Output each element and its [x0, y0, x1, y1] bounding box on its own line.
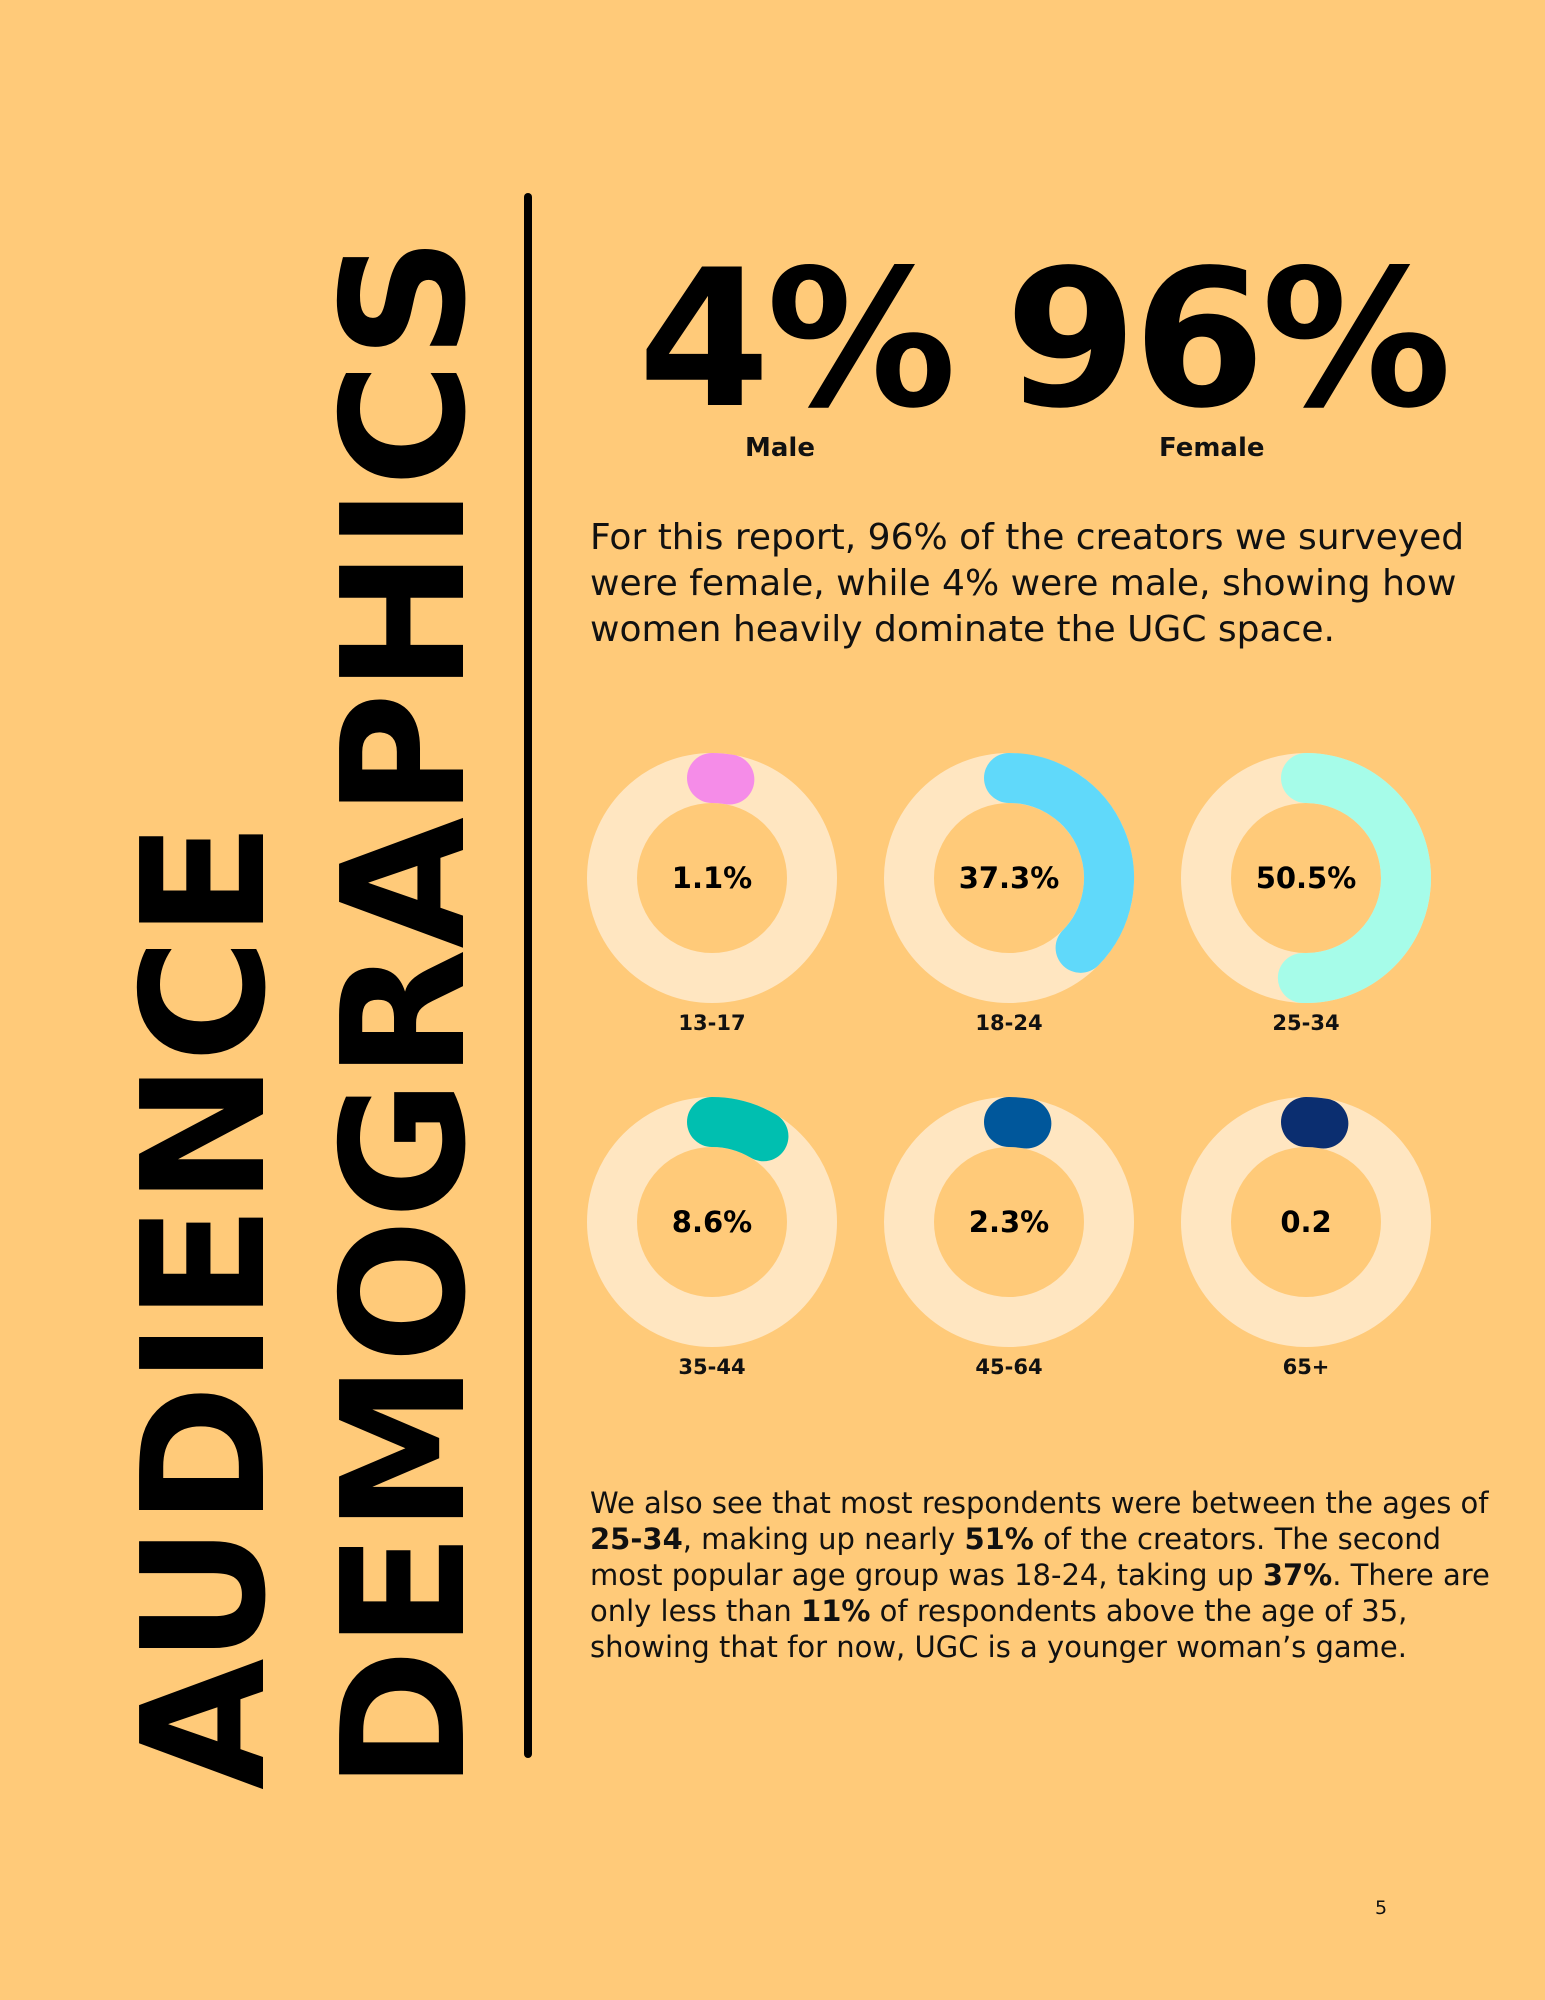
donut-value-label: 1.1% — [672, 861, 752, 895]
donut-value-arc — [687, 753, 755, 805]
donut-value-arc — [1281, 1097, 1349, 1149]
age-paragraph-text: of respondents above the age of 35, show… — [590, 1594, 1408, 1664]
donut-category-label: 18-24 — [975, 1011, 1042, 1035]
age-paragraph-text: , making up nearly — [682, 1522, 965, 1556]
age-paragraph-highlight: 11% — [801, 1594, 871, 1628]
age-paragraph-text: of the creators. The second most popular… — [590, 1522, 1442, 1592]
donut-value-label: 37.3% — [959, 861, 1060, 895]
donut-category-label: 25-34 — [1272, 1011, 1339, 1035]
donut-value-arc — [984, 1097, 1052, 1149]
age-paragraph-highlight: 25-34 — [590, 1522, 683, 1556]
donut-65+: 0.2 65+ — [1181, 1097, 1431, 1379]
donut-value-arc — [984, 753, 1134, 973]
donut-category-label: 35-44 — [678, 1355, 745, 1379]
donut-35-44: 8.6% 35-44 — [587, 1097, 837, 1379]
male-percent: 4% — [638, 229, 957, 450]
donut-25-34: 50.5% 25-34 — [1181, 753, 1431, 1035]
donut-value-label: 8.6% — [672, 1205, 752, 1239]
gender-paragraph: For this report, 96% of the creators we … — [590, 517, 1465, 650]
age-paragraph-highlight: 51% — [964, 1522, 1034, 1556]
donut-category-label: 65+ — [1283, 1355, 1330, 1379]
donut-value-label: 50.5% — [1256, 861, 1357, 895]
age-paragraph: We also see that most respondents were b… — [590, 1485, 1490, 1665]
donut-category-label: 45-64 — [975, 1355, 1042, 1379]
female-percent: 96% — [1005, 229, 1452, 450]
donut-13-17: 1.1% 13-17 — [587, 753, 837, 1035]
vertical-divider — [524, 193, 532, 1758]
donut-category-label: 13-17 — [678, 1011, 745, 1035]
age-paragraph-text: We also see that most respondents were b… — [590, 1486, 1489, 1520]
donut-value-label: 0.2 — [1280, 1205, 1331, 1239]
donut-45-64: 2.3% 45-64 — [884, 1097, 1134, 1379]
female-label: Female — [1159, 433, 1265, 463]
donut-value-arc — [1277, 753, 1431, 1003]
male-label: Male — [745, 433, 815, 463]
page-number: 5 — [1375, 1897, 1388, 1919]
donut-value-label: 2.3% — [969, 1205, 1049, 1239]
donut-value-arc — [687, 1097, 789, 1162]
age-paragraph-text: . There are only less than — [590, 1558, 1490, 1628]
donut-18-24: 37.3% 18-24 — [884, 753, 1134, 1035]
age-paragraph-highlight: 37% — [1262, 1558, 1333, 1592]
